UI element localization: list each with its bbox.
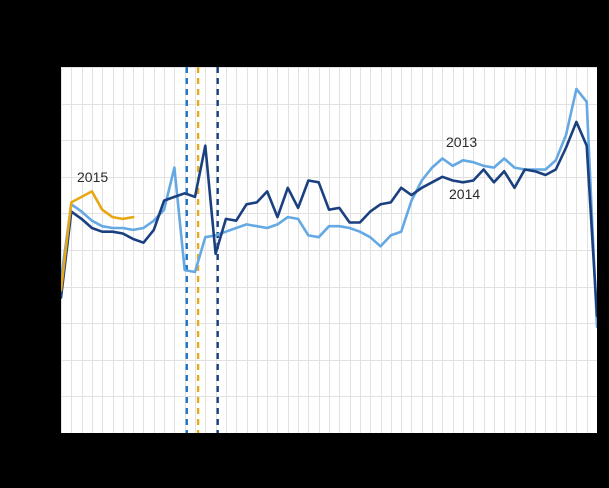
line-chart	[61, 67, 597, 433]
series-label-2014: 2014	[449, 186, 481, 202]
series-label-2013: 2013	[446, 134, 478, 150]
series-label-2015: 2015	[77, 169, 109, 185]
plot-area: 2015 2013 2014	[61, 67, 597, 433]
